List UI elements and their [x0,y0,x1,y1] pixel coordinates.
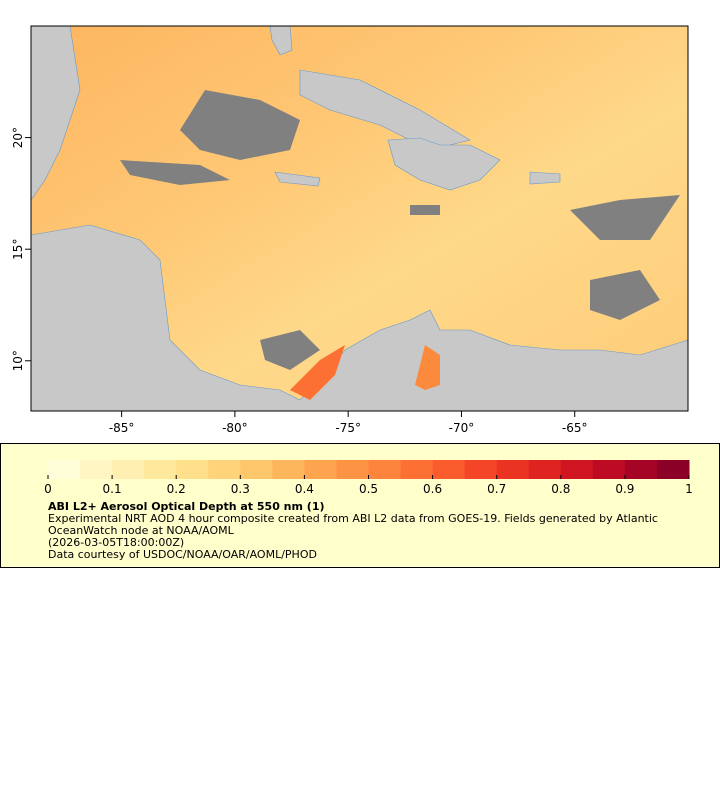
colorbar-tick-label: 0.8 [551,482,570,496]
high-aod-patch [290,345,345,400]
y-tick-label: 15° [11,239,25,260]
colorbar-segment [528,460,562,479]
colorbar-segment [112,460,145,479]
colorbar-segment [144,460,177,479]
colorbar-tick-label: 0.9 [615,482,634,496]
colorbar-tick-label: 0.6 [423,482,442,496]
high-aod-patch [415,345,440,390]
y-tick-label: 10° [11,350,25,371]
colorbar-segment [656,460,690,479]
colorbar-segment [176,460,209,479]
colorbar-segment [592,460,626,479]
legend-panel: 0 0.1 0.2 0.3 0.4 0.5 0.6 0.7 0.8 0.9 1 ABI L2+ Ae… [0,443,720,568]
colorbar-segment [48,460,81,479]
x-tick-label: -80° [222,421,248,435]
legend-description: Experimental NRT AOD 4 hour composite cr… [48,512,658,537]
colorbar-segment [80,460,113,479]
legend-credit: Data courtesy of USDOC/NOAA/OAR/AOML/PHO… [48,548,317,561]
map: -85° -80° -75° -70° -65° 10° 15° 20° [11,25,689,435]
colorbar-segment [400,460,434,479]
x-tick-label: -85° [109,421,135,435]
colorbar-segment [240,460,273,479]
colorbar-segment [208,460,241,479]
colorbar-tick-label: 0.5 [359,482,378,496]
x-tick-label: -75° [335,421,361,435]
legend-text: ABI L2+ Aerosol Optical Depth at 550 nm … [48,501,698,561]
colorbar-segment [336,460,369,479]
land [30,25,689,412]
colorbar: 0 0.1 0.2 0.3 0.4 0.5 0.6 0.7 0.8 0.9 1 [44,460,693,496]
colorbar-segment [624,460,658,479]
colorbar-segment [304,460,337,479]
colorbar-tick-label: 0.3 [231,482,250,496]
colorbar-segment [368,460,402,479]
colorbar-tick-label: 0.2 [167,482,186,496]
legend-date: (2026-03-05T18:00:00Z) [48,536,185,549]
y-tick-label: 20° [11,127,25,148]
no-data [120,90,680,370]
colorbar-segment [496,460,530,479]
colorbar-tick-label: 0.7 [487,482,506,496]
legend-title: ABI L2+ Aerosol Optical Depth at 550 nm … [48,500,325,513]
colorbar-segment [560,460,594,479]
colorbar-segment [432,460,466,479]
map-frame [30,25,689,412]
colorbar-tick-label: 0.4 [295,482,314,496]
colorbar-segment [272,460,305,479]
colorbar-tick-label: 1 [685,482,693,496]
x-tick-label: -65° [562,421,588,435]
colorbar-segment [464,460,498,479]
x-tick-label: -70° [449,421,475,435]
colorbar-tick-label: 0 [44,482,52,496]
colorbar-tick-label: 0.1 [103,482,122,496]
